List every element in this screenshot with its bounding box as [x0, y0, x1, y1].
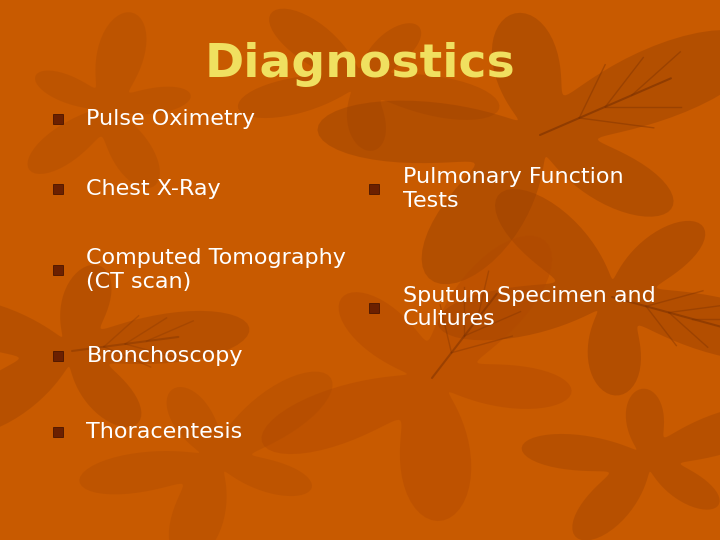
Text: Thoracentesis: Thoracentesis [86, 422, 243, 442]
Polygon shape [27, 12, 191, 188]
Polygon shape [79, 372, 333, 540]
Polygon shape [521, 389, 720, 540]
Text: Bronchoscopy: Bronchoscopy [86, 346, 243, 367]
Polygon shape [318, 13, 720, 284]
Text: Computed Tomography
(CT scan): Computed Tomography (CT scan) [86, 248, 346, 292]
Polygon shape [438, 189, 720, 395]
Text: Pulmonary Function
Tests: Pulmonary Function Tests [403, 167, 624, 211]
Text: Pulse Oximetry: Pulse Oximetry [86, 109, 256, 129]
Polygon shape [261, 236, 572, 521]
Polygon shape [0, 265, 249, 435]
Polygon shape [238, 9, 500, 151]
Text: Sputum Specimen and
Cultures: Sputum Specimen and Cultures [403, 286, 656, 329]
Text: Chest X-Ray: Chest X-Ray [86, 179, 221, 199]
Text: Diagnostics: Diagnostics [204, 42, 516, 87]
